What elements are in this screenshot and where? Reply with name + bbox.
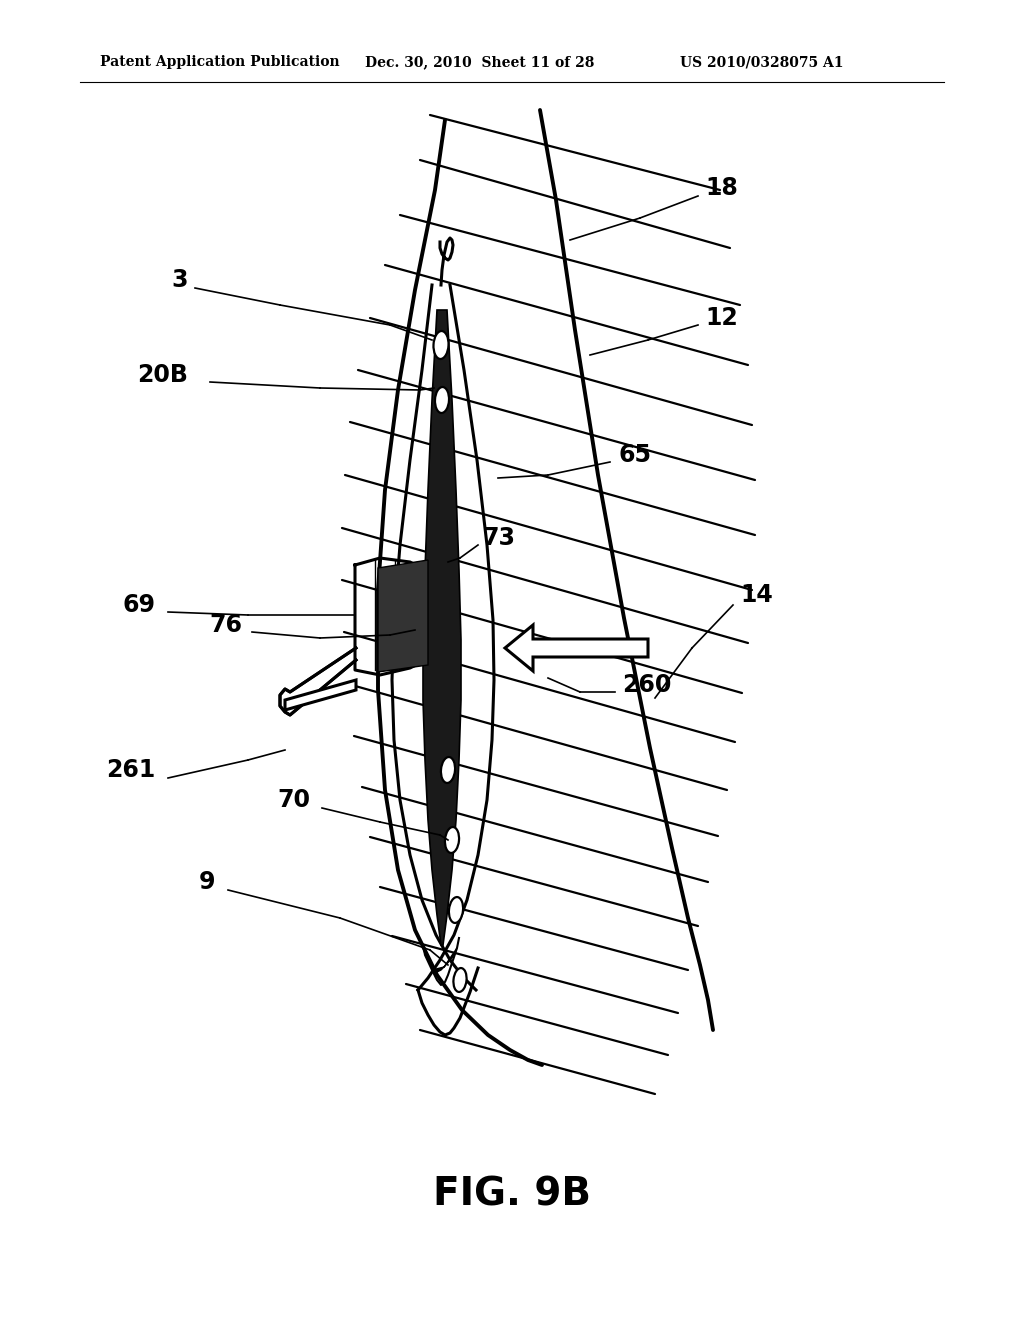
Text: 76: 76	[209, 612, 242, 638]
Ellipse shape	[449, 898, 463, 923]
Text: 9: 9	[199, 870, 215, 894]
Polygon shape	[432, 948, 457, 972]
Text: 65: 65	[618, 444, 651, 467]
Polygon shape	[423, 310, 461, 945]
Polygon shape	[505, 624, 648, 671]
Text: 70: 70	[278, 788, 310, 812]
Text: Patent Application Publication: Patent Application Publication	[100, 55, 340, 69]
Text: 261: 261	[105, 758, 155, 781]
Ellipse shape	[454, 968, 467, 991]
Ellipse shape	[445, 828, 459, 853]
Ellipse shape	[441, 758, 455, 783]
Text: 260: 260	[622, 673, 672, 697]
Ellipse shape	[433, 331, 449, 359]
Polygon shape	[285, 680, 356, 710]
Ellipse shape	[435, 387, 449, 413]
Polygon shape	[280, 648, 356, 715]
Text: 3: 3	[171, 268, 188, 292]
Polygon shape	[378, 560, 428, 672]
Text: US 2010/0328075 A1: US 2010/0328075 A1	[680, 55, 844, 69]
Text: FIG. 9B: FIG. 9B	[433, 1176, 591, 1214]
Text: 20B: 20B	[137, 363, 188, 387]
Text: 69: 69	[122, 593, 155, 616]
Text: 73: 73	[482, 525, 515, 550]
Text: 14: 14	[740, 583, 773, 607]
Text: Dec. 30, 2010  Sheet 11 of 28: Dec. 30, 2010 Sheet 11 of 28	[365, 55, 594, 69]
Text: 12: 12	[705, 306, 737, 330]
Text: 18: 18	[705, 176, 738, 201]
